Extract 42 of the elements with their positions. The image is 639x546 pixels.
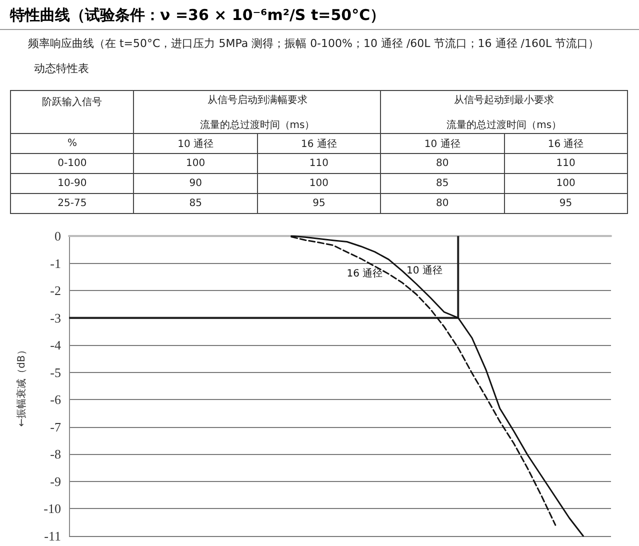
- text: 10 通径: [380, 134, 504, 154]
- text: 从信号起动到最小要求: [454, 94, 554, 106]
- series-label: 10 通径: [406, 264, 442, 277]
- text: 流量的总过渡时间（ms）: [446, 120, 562, 130]
- y-tick-label: -5: [50, 364, 61, 380]
- text: 110: [504, 154, 628, 174]
- text: 频率响应曲线（在 t=50°C，进口压力 5MPa 测得；振幅 0-100%；10 通径 /60L 节流口；16 通径 /160L 节流口）: [27, 36, 600, 51]
- y-axis-title: ←振幅衰减（dB）: [16, 345, 28, 427]
- y-tick-label: -7: [50, 419, 62, 434]
- y-tick-label: -8: [50, 446, 61, 462]
- text: 从信号启动到满幅要求: [207, 94, 308, 106]
- text: 动态特性表: [33, 61, 90, 76]
- text: 16 通径: [504, 134, 628, 154]
- text: 80: [380, 194, 504, 214]
- y-tick-label: 0: [54, 228, 61, 244]
- text: 流量的总过渡时间（ms）: [200, 120, 315, 130]
- y-tick-label: -9: [50, 474, 61, 489]
- text: 16 通径: [257, 134, 381, 154]
- text: 25-75: [10, 194, 134, 214]
- y-tick-label: -2: [50, 283, 61, 298]
- text: 100: [504, 174, 628, 194]
- text: 0-100: [10, 154, 134, 174]
- text: 85: [134, 194, 258, 214]
- text: 100: [257, 174, 381, 194]
- text: 110: [257, 154, 381, 174]
- text: 90: [134, 174, 258, 194]
- y-tick-label: -3: [50, 310, 61, 326]
- text: 特性曲线（试验条件：ν =36 × 10⁻⁶m²/S t=50°C）: [0, 0, 639, 30]
- y-tick-label: -1: [50, 256, 61, 271]
- text: 85: [380, 174, 504, 194]
- y-tick-label: -6: [50, 392, 62, 408]
- text: 80: [380, 154, 504, 174]
- y-tick-label: -11: [44, 528, 61, 544]
- text: %: [10, 134, 134, 154]
- y-tick-label: -10: [44, 501, 61, 516]
- y-tick-label: -4: [50, 338, 62, 353]
- text: 10-90: [10, 174, 134, 194]
- text: 阶跃输入信号: [10, 90, 134, 134]
- text: 95: [504, 194, 628, 214]
- text: 95: [257, 194, 381, 214]
- text: 10 通径: [134, 134, 258, 154]
- text: 100: [134, 154, 258, 174]
